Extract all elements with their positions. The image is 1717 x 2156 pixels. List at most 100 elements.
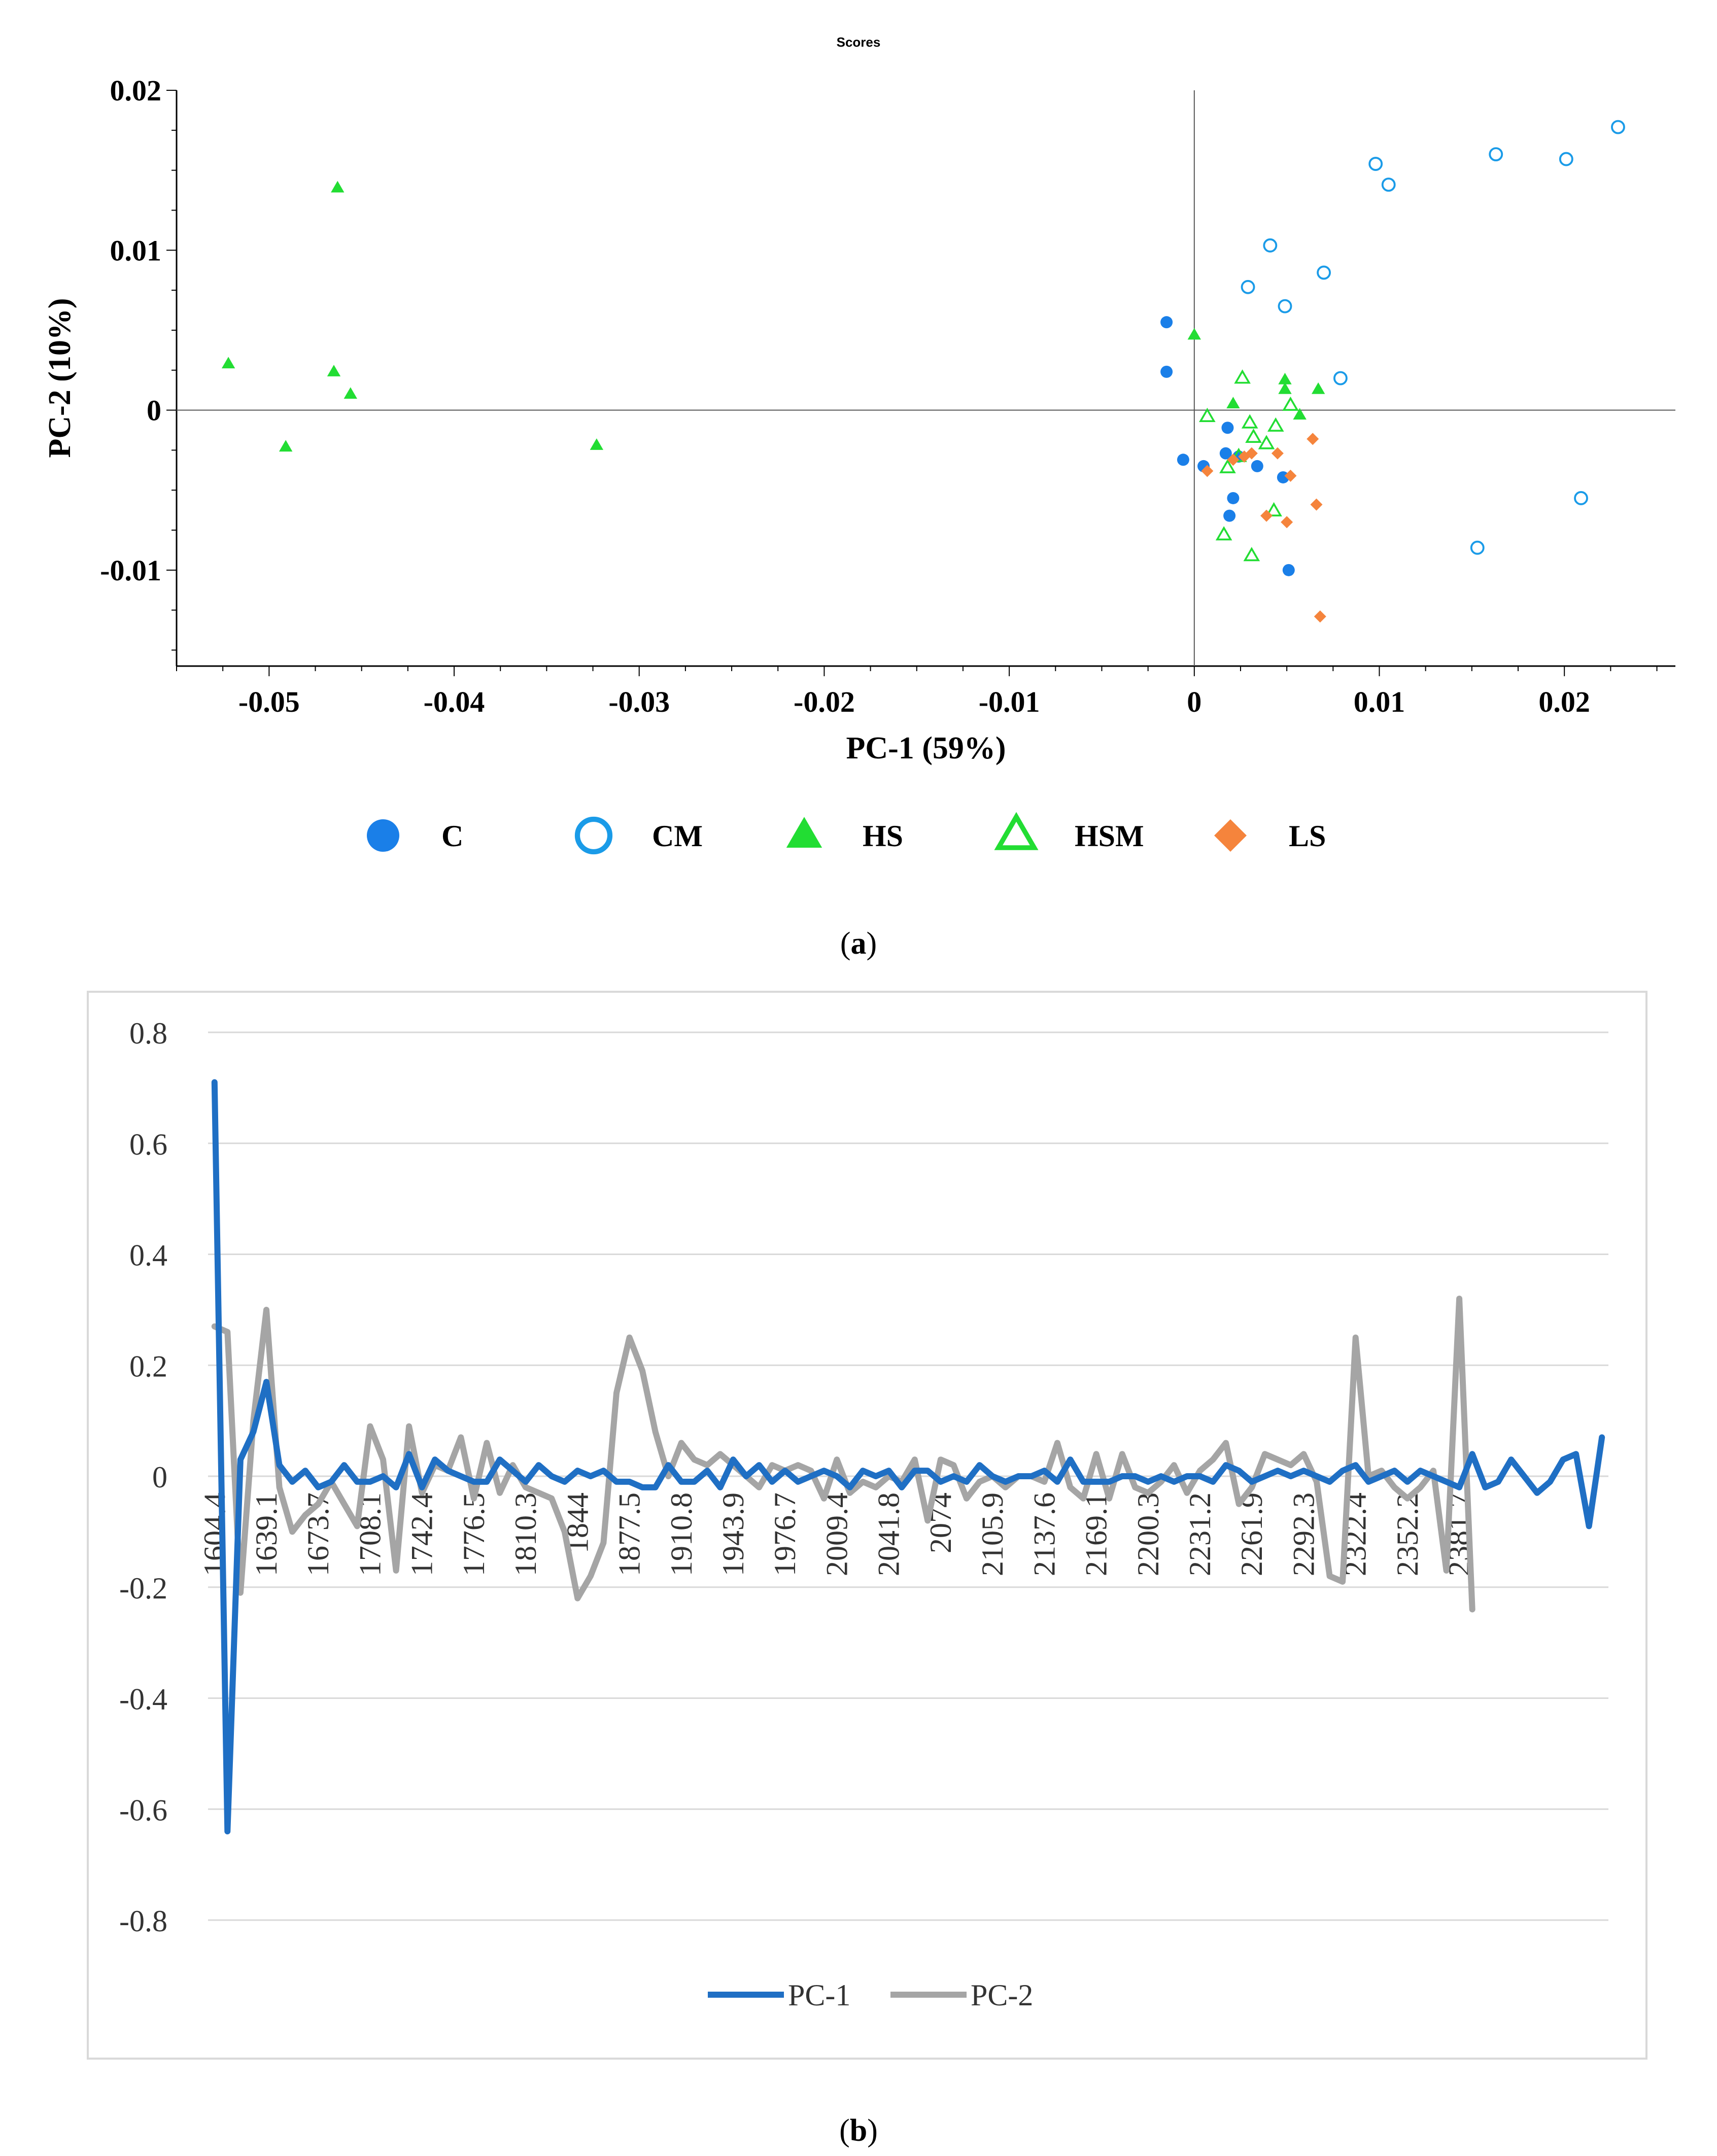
x-tick-label: 2137.6	[1027, 1492, 1061, 1576]
data-point-ls	[1271, 447, 1284, 460]
x-tick-label: 2041.8	[872, 1492, 906, 1576]
data-point-c	[1177, 454, 1189, 466]
x-tick-label: 1910.8	[665, 1492, 698, 1576]
x-tick-label: 2009.4	[820, 1492, 853, 1576]
data-point-hsm	[1245, 428, 1262, 443]
y-tick-label: -0.6	[119, 1793, 167, 1827]
x-axis-title: PC-1 (59%)	[846, 731, 1006, 766]
caption-a: (a)	[840, 926, 877, 961]
data-point-hs	[327, 365, 341, 376]
series-c	[1160, 316, 1295, 576]
data-point-cm	[1574, 491, 1588, 505]
legend-label-c: C	[441, 819, 463, 853]
x-tick-label: 0.02	[1538, 685, 1590, 718]
y-tick-label: 0	[152, 1460, 167, 1494]
x-tick-label: 1943.9	[716, 1492, 750, 1576]
series-hsm	[1199, 369, 1299, 562]
y-tick-label: 0.6	[129, 1128, 167, 1161]
data-point-hs	[1278, 372, 1292, 385]
series-cm	[1241, 120, 1625, 555]
data-point-cm	[1278, 299, 1292, 314]
data-point-cm	[1317, 265, 1331, 280]
data-point-ls	[1281, 516, 1293, 529]
data-point-hs	[1311, 382, 1325, 394]
data-point-hsm	[1219, 459, 1236, 473]
data-point-hsm	[1267, 417, 1284, 432]
x-tick-label: 2352.2	[1391, 1492, 1424, 1576]
chart-a-title: Scores	[837, 34, 881, 50]
data-point-cm	[1489, 147, 1503, 162]
legend-marker-hs	[786, 817, 822, 848]
data-point-hsm	[1265, 502, 1282, 516]
y-tick-label: 0.2	[129, 1349, 167, 1383]
data-point-ls	[1307, 433, 1319, 445]
x-tick-label: 2231.2	[1183, 1492, 1217, 1576]
panel-a-scores-plot: Scores -0.05 -0.04 -0.03 -0.02 -0.01 0 0.01 0.02…	[43, 34, 1675, 855]
data-point-c	[1227, 492, 1240, 504]
x-tick-label: 1976.7	[768, 1492, 802, 1576]
legend-label-ls: LS	[1289, 819, 1326, 853]
y-tick-label: 0.02	[110, 74, 162, 107]
data-point-cm	[1611, 120, 1625, 134]
chart-b-frame	[87, 991, 1647, 2060]
y-tick-label: 0.4	[129, 1239, 167, 1272]
legend-marker-hsm	[994, 812, 1039, 850]
x-tick-label: 1639.1	[250, 1492, 283, 1576]
legend-label-pc-2: PC-2	[971, 1978, 1033, 2012]
x-tick-label: 1776.5	[457, 1492, 491, 1576]
x-tick-label: -0.04	[424, 685, 485, 718]
data-point-ls	[1227, 454, 1240, 466]
data-point-hsm	[1243, 547, 1260, 562]
data-point-hs	[590, 438, 604, 450]
data-point-hsm	[1215, 526, 1232, 541]
x-tick-label: 2292.3	[1287, 1492, 1320, 1576]
x-tick-label: 2105.9	[976, 1492, 1009, 1576]
data-point-hs	[1293, 408, 1307, 420]
legend-label-hsm: HSM	[1075, 819, 1144, 853]
x-tick-label: 1810.3	[509, 1492, 542, 1576]
data-point-ls	[1245, 447, 1258, 460]
legend-b: PC-1 PC-2	[708, 1978, 1033, 2012]
x-tick-label: 1742.4	[405, 1492, 439, 1576]
series-hs	[221, 181, 1325, 452]
data-point-hsm	[1282, 396, 1299, 411]
data-point-cm	[1381, 178, 1396, 192]
data-point-hsm	[1234, 369, 1251, 384]
x-tick-label: -0.03	[608, 685, 670, 718]
x-tick-label: 2169.1	[1080, 1492, 1113, 1576]
legend-marker-cm	[574, 816, 613, 855]
data-point-hsm	[1241, 414, 1258, 429]
series-line-pc-1	[211, 1079, 1605, 1834]
legend-marker-ls	[1214, 819, 1247, 852]
y-tick-label: 0.8	[129, 1017, 167, 1050]
data-point-ls	[1260, 509, 1273, 522]
y-tick-label: -0.4	[119, 1683, 167, 1716]
data-point-hs	[221, 357, 235, 369]
data-point-ls	[1284, 469, 1297, 482]
data-point-c	[1223, 509, 1236, 522]
x-tick-label: 0	[1187, 685, 1201, 718]
data-point-hsm	[1199, 407, 1216, 422]
y-tick-label: -0.2	[119, 1572, 167, 1605]
data-point-hs	[331, 181, 345, 193]
data-point-hs	[279, 440, 293, 452]
x-tick-label: 1877.5	[613, 1492, 646, 1576]
data-point-c	[1282, 564, 1295, 576]
data-point-c	[1219, 447, 1232, 460]
data-point-c	[1160, 365, 1173, 378]
legend-label-pc-1: PC-1	[788, 1978, 850, 2012]
data-point-cm	[1263, 238, 1278, 253]
y-tick-label: -0.8	[119, 1904, 167, 1938]
data-point-ls	[1201, 465, 1214, 477]
data-point-cm	[1241, 280, 1255, 294]
panel-b-loadings-plot: 0.8 0.6 0.4 0.2 0 -0.2 -0.4 -0.6 -0.8 1604.4 1639.…	[87, 991, 1647, 2060]
data-point-c	[1221, 422, 1234, 434]
series-ls	[1201, 433, 1326, 623]
y-axis-title: PC-2 (10%)	[43, 298, 77, 458]
data-point-hsm	[1258, 435, 1275, 449]
data-point-ls	[1314, 610, 1326, 623]
legend-a: C CM HS HSM LS	[367, 812, 1326, 855]
data-point-cm	[1333, 371, 1348, 386]
y-tick-label: -0.01	[100, 554, 161, 587]
